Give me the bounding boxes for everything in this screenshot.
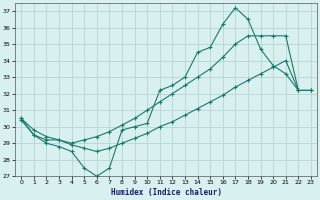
- X-axis label: Humidex (Indice chaleur): Humidex (Indice chaleur): [111, 188, 221, 197]
